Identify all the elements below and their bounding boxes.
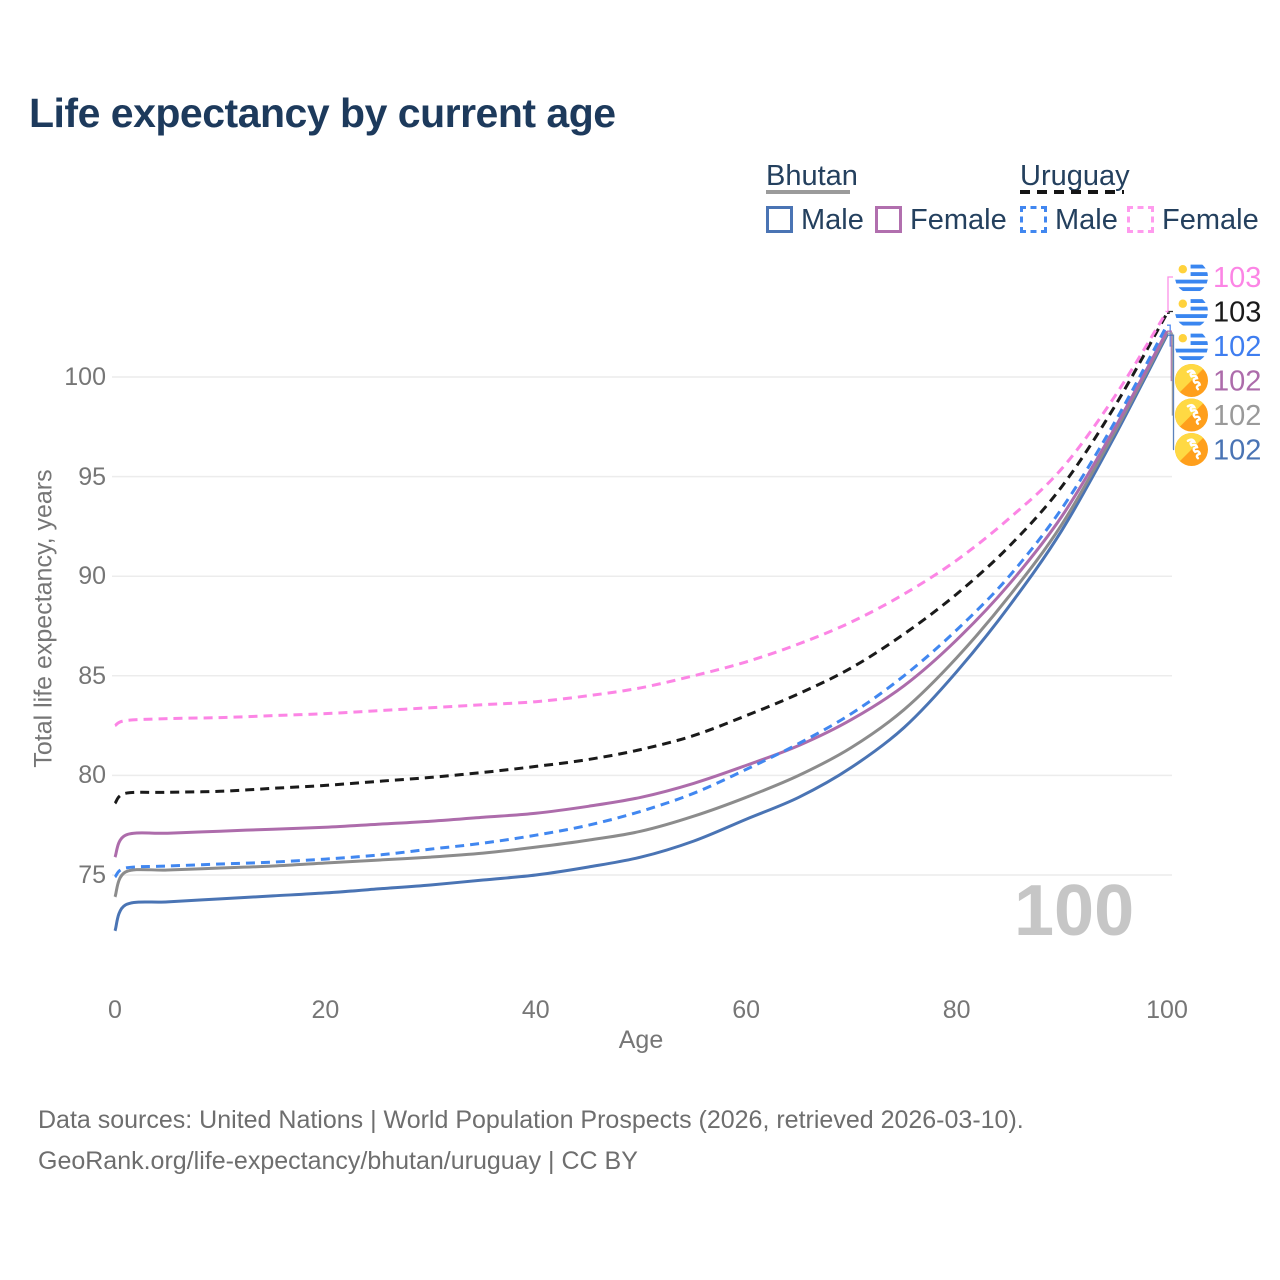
end-label-bhutan_female: 102 <box>1213 366 1261 398</box>
legend-checkbox-bhutan-female[interactable] <box>875 206 902 233</box>
gridlines <box>112 376 1172 876</box>
legend-checkbox-uruguay-female[interactable] <box>1127 206 1154 233</box>
hovered-age-watermark: 100 <box>1014 871 1135 951</box>
series-line-uruguay_total[interactable] <box>113 312 1169 805</box>
legend-checkbox-uruguay-male[interactable] <box>1020 206 1047 233</box>
series-line-bhutan_male[interactable] <box>113 334 1169 932</box>
end-label-bhutan_male: 102 <box>1213 435 1261 467</box>
leader-line-uruguay_female <box>1167 276 1173 312</box>
y-tick-95: 95 <box>78 462 106 491</box>
x-axis-title: Age <box>618 1026 664 1054</box>
legend-checkbox-bhutan-male[interactable] <box>766 206 793 233</box>
y-tick-90: 90 <box>78 562 106 591</box>
leader-line-uruguay_total <box>1167 310 1173 314</box>
end-label-uruguay_male: 102 <box>1213 331 1261 363</box>
uruguay-flag-icon <box>1175 261 1208 294</box>
series-line-bhutan_female[interactable] <box>113 330 1169 858</box>
uruguay-flag-icon <box>1175 295 1208 328</box>
y-axis-title: Total life expectancy, years <box>29 469 58 768</box>
series-lines <box>113 310 1169 932</box>
end-label-uruguay_female: 103 <box>1213 262 1261 294</box>
end-label-uruguay_total: 103 <box>1213 297 1261 329</box>
legend-item-uruguay-female[interactable]: Female <box>1162 204 1259 236</box>
uruguay-flag-icon <box>1175 330 1208 363</box>
legend-item-bhutan-male[interactable]: Male <box>801 204 864 236</box>
uruguay-dashed-line-swatch <box>1020 190 1124 194</box>
data-source-line: Data sources: United Nations | World Pop… <box>38 1106 1024 1134</box>
y-tick-75: 75 <box>78 861 106 889</box>
attribution-line[interactable]: GeoRank.org/life-expectancy/bhutan/urugu… <box>38 1147 638 1175</box>
y-tick-80: 80 <box>78 761 106 790</box>
bhutan-solid-line-swatch <box>766 190 850 194</box>
x-tick-0: 0 <box>108 996 122 1024</box>
legend-item-uruguay-male[interactable]: Male <box>1055 204 1118 236</box>
series-line-bhutan_total[interactable] <box>113 332 1169 898</box>
page-title: Life expectancy by current age <box>29 90 616 136</box>
end-label-bhutan_total: 102 <box>1213 400 1261 432</box>
legend-group-uruguay[interactable]: Uruguay <box>1020 160 1130 192</box>
leader-line-bhutan_total <box>1167 332 1174 416</box>
series-line-uruguay_male[interactable] <box>113 324 1169 879</box>
bhutan-flag-icon <box>1175 399 1208 432</box>
x-tick-40: 40 <box>521 996 550 1024</box>
x-tick-100: 100 <box>1146 996 1188 1024</box>
legend-group-bhutan[interactable]: Bhutan <box>766 160 858 192</box>
legend-item-bhutan-female[interactable]: Female <box>910 204 1007 236</box>
series-line-uruguay_female[interactable] <box>114 310 1169 727</box>
leader-lines <box>1167 276 1175 451</box>
bhutan-flag-icon <box>1175 364 1208 397</box>
leader-line-bhutan_male <box>1167 334 1175 451</box>
y-tick-100: 100 <box>64 363 106 391</box>
y-tick-85: 85 <box>78 661 106 690</box>
bhutan-flag-icon <box>1175 433 1208 466</box>
x-tick-60: 60 <box>732 996 761 1024</box>
x-tick-80: 80 <box>942 996 971 1024</box>
x-tick-20: 20 <box>311 996 340 1024</box>
